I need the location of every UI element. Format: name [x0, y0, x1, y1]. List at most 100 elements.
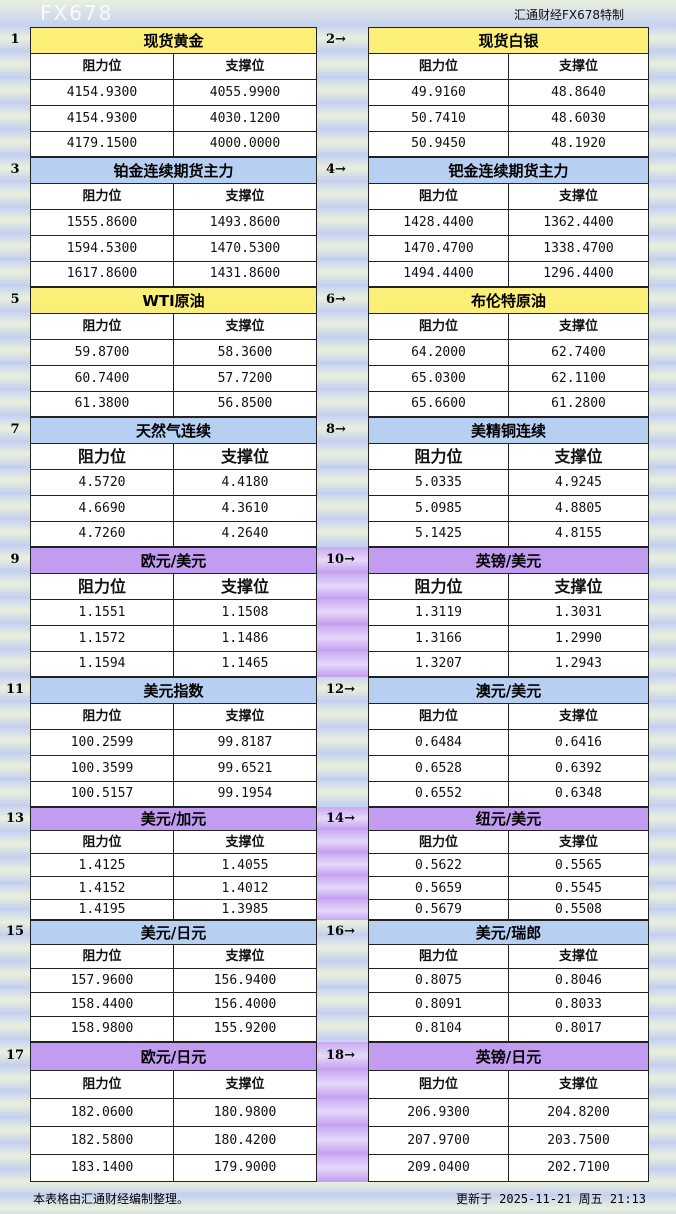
item-number: 10→	[326, 552, 355, 567]
support-header: 支撑位	[220, 447, 269, 466]
quote-table: 美元指数 阻力位 支撑位 100.2599 99.8187 100.3599 99.6521…	[30, 677, 317, 807]
divider-stripe	[317, 1042, 368, 1182]
table-row: 183.1400 179.9000	[31, 1155, 316, 1181]
item-number: 1	[10, 32, 20, 47]
table-row: 64.2000 62.7400	[369, 340, 648, 366]
resistance-value: 4154.9300	[31, 106, 174, 131]
resistance-value: 59.8700	[31, 340, 174, 365]
instrument-title: 布伦特原油	[369, 288, 648, 314]
resistance-value: 60.7400	[31, 366, 174, 391]
support-value: 180.4200	[213, 1133, 277, 1148]
table-row: 0.6528 0.6392	[369, 756, 648, 782]
support-value: 1470.5300	[209, 241, 281, 256]
resistance-header: 阻力位	[369, 1071, 509, 1098]
support-value: 62.7400	[551, 345, 606, 360]
support-value: 1.1508	[221, 605, 269, 620]
quote-table: 欧元/日元 阻力位 支撑位 182.0600 180.9800 182.5800 180.4…	[30, 1042, 317, 1182]
table-row: 0.8104 0.8017	[369, 1017, 648, 1041]
support-value: 1.2990	[555, 631, 602, 646]
support-value: 1.2943	[555, 656, 602, 671]
support-value: 48.8640	[551, 85, 606, 100]
support-value: 58.3600	[217, 345, 273, 360]
quote-group: 13 美元/加元 阻力位 支撑位 1.4125 1.4055 1.4152 1.4012 1.4…	[0, 807, 676, 920]
table-row: 207.9700 203.7500	[369, 1127, 648, 1155]
support-header: 支撑位	[558, 709, 598, 724]
resistance-value: 1.3166	[369, 626, 509, 651]
item-number: 15	[5, 924, 25, 939]
resistance-value: 49.9160	[369, 80, 509, 105]
support-value: 156.9400	[213, 973, 277, 988]
table-row: 1594.5300 1470.5300	[31, 236, 316, 262]
quote-table: 布伦特原油 阻力位 支撑位 64.2000 62.7400 65.0300 62.1100 6…	[368, 287, 649, 417]
resistance-header: 阻力位	[31, 314, 174, 339]
resistance-value: 1.3119	[369, 600, 509, 625]
support-value: 0.5508	[555, 902, 602, 917]
resistance-value: 4.5720	[31, 470, 174, 495]
column-header-row: 阻力位 支撑位	[31, 704, 316, 730]
instrument-title: 美精铜连续	[369, 418, 648, 444]
quote-table: 美元/加元 阻力位 支撑位 1.4125 1.4055 1.4152 1.4012 1.419…	[30, 807, 317, 920]
table-row: 4.5720 4.4180	[31, 470, 316, 496]
item-number: 6→	[326, 292, 346, 307]
table-row: 0.5659 0.5545	[369, 877, 648, 900]
resistance-value: 0.5622	[369, 854, 509, 876]
quote-group: 1 现货黄金 阻力位 支撑位 4154.9300 4055.9900 4154.9300 40…	[0, 27, 676, 157]
support-value: 57.7200	[217, 371, 273, 386]
support-header: 支撑位	[558, 319, 598, 334]
table-row: 4.6690 4.3610	[31, 496, 316, 522]
support-value: 4.8155	[555, 526, 602, 541]
table-row: 50.7410 48.6030	[369, 106, 648, 132]
resistance-value: 158.9800	[31, 1017, 174, 1041]
item-number: 18→	[326, 1048, 355, 1063]
instrument-title: 现货白银	[369, 28, 648, 54]
resistance-value: 158.4400	[31, 993, 174, 1016]
footer-note: 本表格由汇通财经编制整理。	[33, 1192, 190, 1206]
quote-table: 现货白银 阻力位 支撑位 49.9160 48.8640 50.7410 48.6030 50…	[368, 27, 649, 157]
divider-stripe	[317, 807, 368, 920]
table-row: 0.8075 0.8046	[369, 969, 648, 993]
instrument-title: 钯金连续期货主力	[369, 158, 648, 184]
support-value: 1.1486	[221, 631, 269, 646]
support-value: 0.5545	[555, 881, 602, 896]
item-number: 16→	[326, 924, 355, 939]
resistance-value: 182.0600	[31, 1099, 174, 1126]
column-header-row: 阻力位 支撑位	[31, 314, 316, 340]
support-header: 支撑位	[558, 949, 598, 964]
item-number: 2→	[326, 32, 346, 47]
resistance-header: 阻力位	[31, 945, 174, 968]
instrument-title: 英镑/日元	[369, 1043, 648, 1071]
column-header-row: 阻力位 支撑位	[369, 574, 648, 600]
item-number: 3	[10, 162, 20, 177]
support-header: 支撑位	[225, 835, 265, 850]
instrument-title: 欧元/美元	[31, 548, 316, 574]
resistance-value: 209.0400	[369, 1155, 509, 1181]
quote-group: 3 铂金连续期货主力 阻力位 支撑位 1555.8600 1493.8600 1594.53…	[0, 157, 676, 287]
item-number: 13	[5, 811, 25, 826]
resistance-header: 阻力位	[369, 704, 509, 729]
quote-group: 11 美元指数 阻力位 支撑位 100.2599 99.8187 100.3599 99.65…	[0, 677, 676, 807]
support-value: 204.8200	[547, 1105, 610, 1120]
table-row: 209.0400 202.7100	[369, 1155, 648, 1181]
resistance-value: 1.4152	[31, 877, 174, 899]
instrument-title: 澳元/美元	[369, 678, 648, 704]
resistance-header: 阻力位	[31, 444, 174, 469]
resistance-value: 0.6528	[369, 756, 509, 781]
support-value: 99.8187	[217, 735, 273, 750]
support-value: 56.8500	[217, 396, 273, 411]
resistance-header: 阻力位	[369, 444, 509, 469]
support-value: 180.9800	[213, 1105, 277, 1120]
table-row: 1.1594 1.1465	[31, 652, 316, 676]
quote-table: 英镑/美元 阻力位 支撑位 1.3119 1.3031 1.3166 1.2990 1.320…	[368, 547, 649, 677]
resistance-value: 1428.4400	[369, 210, 509, 235]
resistance-value: 64.2000	[369, 340, 509, 365]
resistance-header: 阻力位	[31, 184, 174, 209]
resistance-value: 0.8075	[369, 969, 509, 992]
table-row: 0.6484 0.6416	[369, 730, 648, 756]
support-value: 48.6030	[551, 111, 606, 126]
item-number: 17	[5, 1048, 25, 1063]
table-row: 182.0600 180.9800	[31, 1099, 316, 1127]
resistance-value: 50.9450	[369, 132, 509, 156]
resistance-header: 阻力位	[31, 574, 174, 599]
resistance-value: 1594.5300	[31, 236, 174, 261]
item-number: 11	[5, 682, 25, 697]
